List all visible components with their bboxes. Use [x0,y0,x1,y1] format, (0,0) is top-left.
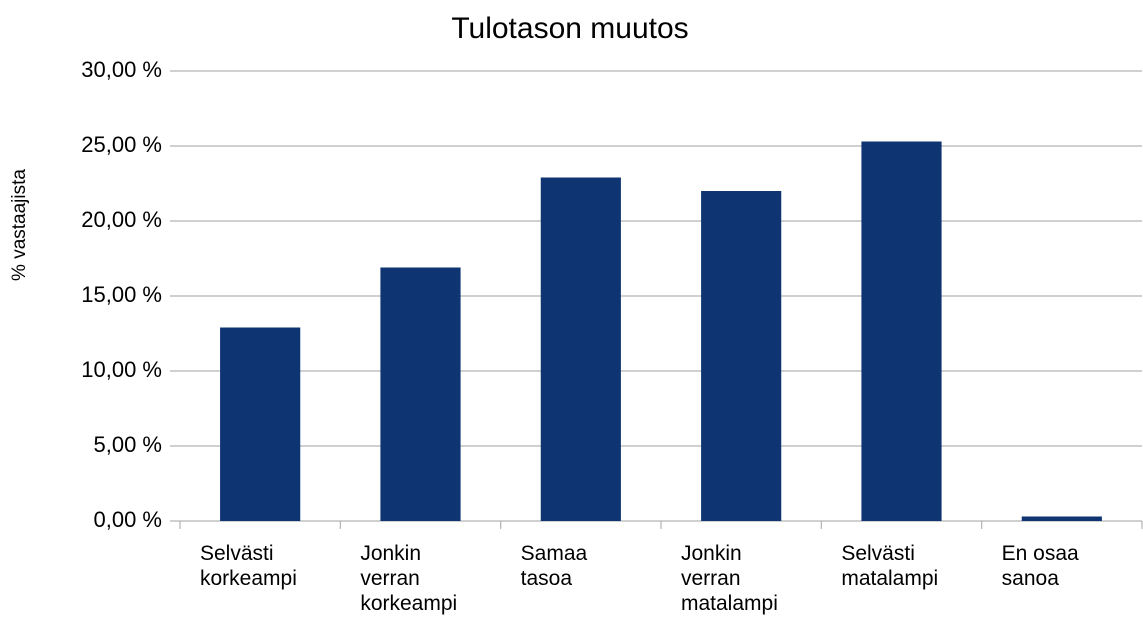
x-tick-label: Selvästi matalampi [841,542,939,590]
bar [220,327,301,521]
x-tick-label: Samaa tasoa [520,542,588,590]
y-tick-label: 5,00 % [94,432,163,457]
x-tick-label: Jonkin verran matalampi [681,542,778,615]
y-axis-label: % vastaajista [9,169,30,281]
x-tick-label: Selvästi korkeampi [200,542,297,590]
bar [380,267,461,521]
y-tick-label: 20,00 % [81,207,162,232]
x-tick-label: En osaa sanoa [1001,542,1079,590]
y-tick-label: 25,00 % [81,132,162,157]
y-tick-label: 0,00 % [94,507,163,532]
y-tick-label: 30,00 % [81,57,162,82]
y-tick-label: 15,00 % [81,282,162,307]
bar [540,177,621,521]
bar [1021,516,1102,521]
bar [861,141,942,521]
x-tick-label: Jonkin verran korkeampi [360,542,458,615]
chart-title: Tulotason muutos [451,12,688,45]
y-tick-label: 10,00 % [81,357,162,382]
bar [701,191,782,521]
